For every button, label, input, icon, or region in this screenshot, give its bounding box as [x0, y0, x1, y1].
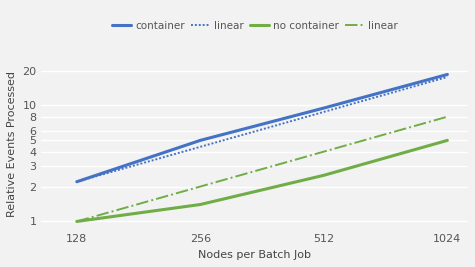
linear — [74, 180, 80, 183]
container — [321, 107, 327, 110]
linear — [321, 110, 327, 113]
container — [74, 180, 80, 183]
no container — [198, 203, 203, 206]
Line: linear: linear — [77, 77, 447, 182]
Line: linear: linear — [77, 117, 447, 221]
linear — [321, 150, 327, 153]
linear — [445, 75, 450, 78]
linear — [198, 185, 203, 188]
no container — [321, 174, 327, 177]
linear — [445, 115, 450, 118]
linear — [198, 145, 203, 148]
container — [198, 139, 203, 142]
X-axis label: Nodes per Batch Job: Nodes per Batch Job — [198, 250, 311, 260]
linear — [74, 220, 80, 223]
Legend: container, linear, no container, linear: container, linear, no container, linear — [108, 17, 402, 35]
Line: no container: no container — [77, 140, 447, 221]
Y-axis label: Relative Events Processed: Relative Events Processed — [7, 72, 17, 217]
no container — [445, 139, 450, 142]
Line: container: container — [77, 74, 447, 182]
no container — [74, 220, 80, 223]
container — [445, 73, 450, 76]
